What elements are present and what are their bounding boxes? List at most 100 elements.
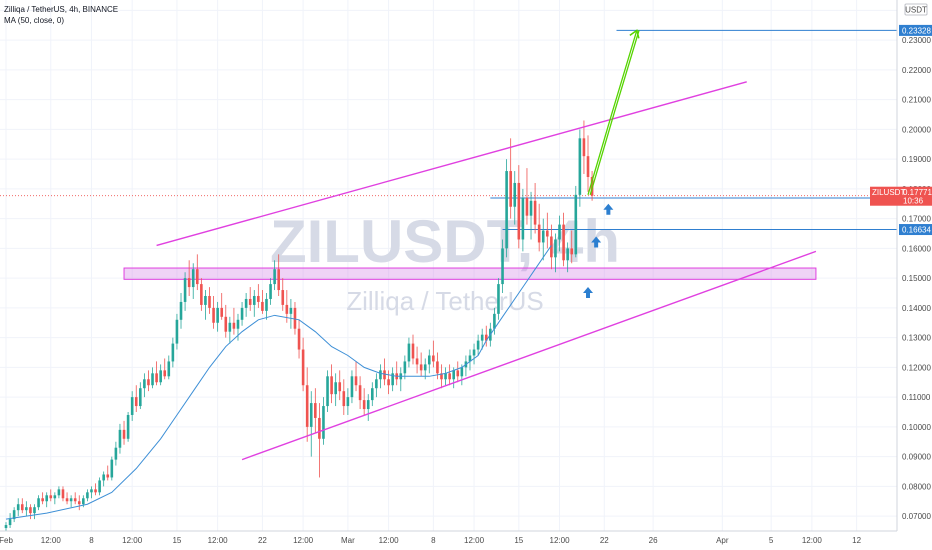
candle-body — [383, 370, 386, 380]
candle-body — [12, 510, 16, 520]
x-tick-label: 12:00 — [550, 536, 571, 545]
x-tick-label: Feb — [0, 536, 13, 545]
y-tick-label: 0.15000 — [902, 274, 931, 283]
candle-body — [49, 495, 53, 499]
watermark-ticker: ZILUSDT, 4h — [270, 208, 620, 275]
candle-body — [220, 307, 224, 317]
up-arrow-icon — [583, 287, 594, 299]
y-tick-label: 0.16000 — [902, 244, 931, 253]
candle-body — [191, 269, 195, 288]
candle-body — [171, 343, 175, 362]
symbol-label[interactable]: Zilliqa / TetherUS, 4h, BINANCE — [4, 5, 119, 14]
projection-path — [589, 30, 640, 196]
candle-body — [366, 400, 370, 410]
candle-body — [338, 382, 342, 392]
candle-body — [411, 343, 415, 359]
y-tick-label: 0.10000 — [902, 423, 931, 432]
candle-body — [98, 480, 101, 493]
indicator-label[interactable]: MA (50, close, 0) — [4, 16, 65, 25]
y-tick-label: 0.17000 — [902, 215, 931, 224]
candle-body — [187, 278, 191, 288]
candle-body — [354, 376, 358, 386]
candle-body — [216, 307, 219, 323]
x-tick-label: 22 — [258, 536, 267, 545]
y-tick-label: 0.09000 — [902, 453, 931, 462]
candle-body — [130, 397, 134, 415]
candle-body — [151, 373, 154, 386]
candle-body — [134, 397, 138, 407]
candle-body — [86, 492, 89, 499]
candle-body — [562, 224, 565, 261]
candle-body — [228, 322, 232, 332]
candle-body — [330, 376, 333, 395]
candle-body — [301, 349, 305, 386]
candle-body — [118, 429, 122, 448]
candle-body — [497, 284, 500, 314]
candle-body — [513, 182, 517, 207]
candle-body — [517, 182, 521, 240]
candle-body — [240, 307, 244, 320]
y-tick-label: 0.12000 — [902, 363, 931, 372]
candle-body — [297, 328, 301, 350]
candle-body — [432, 355, 435, 362]
candle-body — [419, 364, 423, 371]
candle-body — [212, 307, 215, 323]
candle-body — [293, 307, 297, 329]
y-tick-label: 0.20000 — [902, 125, 931, 134]
candle-body — [155, 373, 158, 383]
up-arrow-icon — [591, 236, 602, 248]
candle-body — [94, 489, 97, 493]
y-tick-label: 0.13000 — [902, 334, 931, 343]
candle-body — [265, 298, 268, 311]
candle-body — [574, 194, 578, 255]
channel-upper-line — [156, 81, 747, 247]
candle-body — [208, 295, 211, 308]
candle-body — [69, 498, 73, 502]
x-tick-label: 26 — [649, 536, 658, 545]
candle-body — [362, 400, 366, 410]
y-tick-label: 0.23000 — [902, 36, 931, 45]
last-price-countdown: 10:36 — [903, 197, 924, 206]
candle-body — [281, 290, 285, 305]
candle-body — [582, 138, 586, 157]
candle-body — [195, 269, 199, 285]
candle-body — [334, 382, 337, 395]
candle-body — [273, 269, 276, 285]
last-price-tag-background — [870, 186, 932, 206]
x-tick-label: Apr — [716, 536, 729, 545]
candle-body — [566, 248, 569, 261]
candle-body — [204, 295, 207, 305]
candle-body — [73, 498, 77, 502]
candle-body — [163, 370, 167, 377]
candle-body — [179, 301, 183, 320]
x-tick-label: 15 — [514, 536, 523, 545]
candle-body — [415, 358, 419, 365]
candle-body — [423, 364, 427, 371]
x-tick-label: Mar — [341, 536, 355, 545]
candle-body — [326, 376, 329, 407]
candle-body — [480, 334, 484, 341]
candle-body — [318, 417, 321, 439]
price-level-tag-background — [899, 224, 932, 236]
price-level-tag: 0.16634 — [902, 226, 931, 235]
candle-body — [159, 370, 162, 383]
price-axis-background — [897, 0, 932, 550]
candle-body — [484, 334, 488, 341]
candle-body — [106, 474, 110, 478]
candle-body — [444, 373, 447, 380]
candle-body — [25, 507, 28, 511]
candle-body — [358, 385, 362, 401]
candle-body — [167, 361, 171, 377]
candle-body — [375, 379, 378, 389]
up-arrow-icon — [603, 203, 614, 215]
candle-body — [65, 498, 69, 502]
candle-body — [261, 301, 264, 311]
last-price-symbol: ZILUSDT — [872, 188, 905, 197]
candle-body — [342, 391, 346, 407]
currency-label: USDT — [905, 6, 927, 15]
x-tick-label: 8 — [431, 536, 436, 545]
candle-body — [456, 370, 460, 377]
watermark-name: Zilliqa / TetherUS — [346, 286, 544, 316]
candle-body — [476, 340, 480, 350]
